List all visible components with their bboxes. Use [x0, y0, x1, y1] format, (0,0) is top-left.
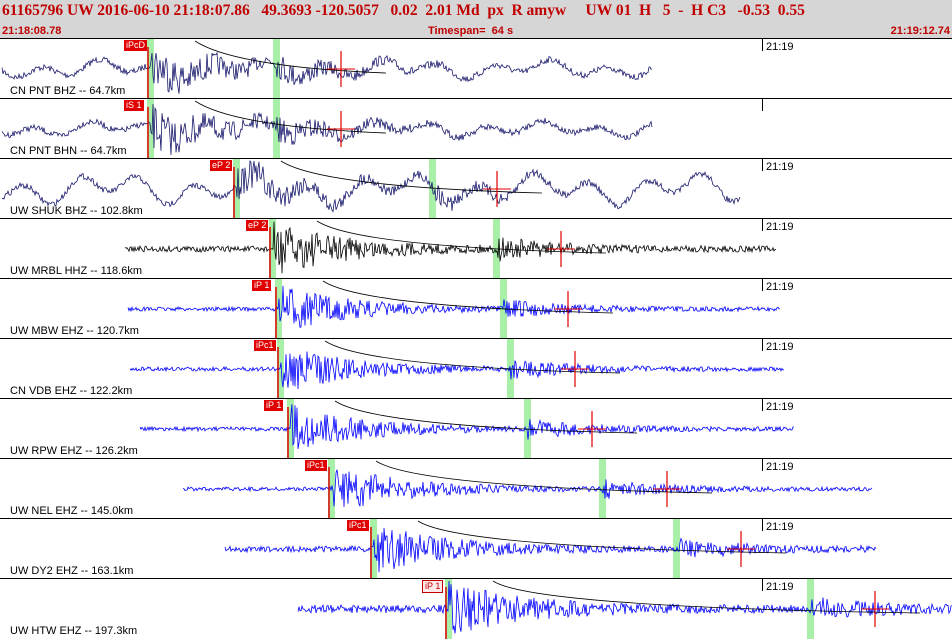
coda-decay-curve — [194, 40, 387, 74]
minute-label: 21:19 — [766, 521, 794, 533]
phase-window-marker[interactable] — [370, 519, 377, 579]
seismogram-waveform — [1, 51, 652, 94]
phase-pick-label[interactable]: iS 1 — [124, 100, 144, 111]
coda-decay-curve — [194, 100, 387, 134]
phase-window-marker[interactable] — [599, 459, 606, 519]
trace-panel[interactable]: 21:19 iP 1 UW MBW EHZ -- 120.7km — [0, 278, 952, 339]
seismogram-waveform — [139, 404, 795, 449]
waveform-plot[interactable] — [0, 159, 952, 219]
waveform-plot[interactable] — [0, 279, 952, 339]
window-start-time: 21:18:08.78 — [2, 25, 62, 37]
phase-window-marker[interactable] — [275, 279, 282, 339]
event-summary-title: 61165796 UW 2016-06-10 21:18:07.86 49.36… — [2, 2, 805, 19]
seismogram-waveform — [127, 285, 780, 328]
station-channel-label: CN PNT BHZ -- 64.7km — [10, 85, 126, 97]
minute-tick — [762, 99, 763, 111]
coda-decay-curve — [375, 460, 713, 494]
coda-decay-curve — [322, 280, 614, 314]
trace-panel[interactable]: 21:19 iPcD CN PNT BHZ -- 64.7km — [0, 38, 952, 99]
event-header: 61165796 UW 2016-06-10 21:18:07.86 49.36… — [0, 0, 952, 38]
waveform-plot[interactable] — [0, 39, 952, 99]
minute-label: 21:19 — [766, 581, 794, 593]
phase-window-marker[interactable] — [445, 579, 452, 639]
phase-pick-label[interactable]: eP 2 — [246, 220, 269, 231]
trace-panel[interactable]: 21:19 iP 1 UW RPW EHZ -- 126.2km — [0, 398, 952, 459]
minute-tick — [762, 519, 763, 531]
coda-decay-curve — [316, 220, 607, 254]
waveform-plot[interactable] — [0, 459, 952, 519]
seismogram-waveform — [224, 527, 877, 573]
phase-window-marker[interactable] — [287, 399, 294, 459]
station-channel-label: UW DY2 EHZ -- 163.1km — [10, 565, 134, 577]
phase-window-marker[interactable] — [277, 339, 284, 399]
trace-panel[interactable]: 21:19 iPc1 UW DY2 EHZ -- 163.1km — [0, 518, 952, 579]
trace-panel[interactable]: 21:19 iPc1 UW NEL EHZ -- 145.0km — [0, 458, 952, 519]
minute-tick — [762, 579, 763, 591]
minute-tick — [762, 39, 763, 51]
minute-label: 21:19 — [766, 401, 794, 413]
waveform-plot[interactable] — [0, 339, 952, 399]
coda-decay-curve — [417, 520, 787, 554]
trace-panel[interactable]: 21:19 iPc1 CN VDB EHZ -- 122.2km — [0, 338, 952, 399]
minute-tick — [762, 459, 763, 471]
minute-label: 21:19 — [766, 461, 794, 473]
minute-tick — [762, 159, 763, 171]
station-channel-label: UW MRBL HHZ -- 118.6km — [10, 265, 143, 277]
seismogram-waveform — [1, 159, 741, 213]
seismogram-waveform — [124, 221, 777, 274]
phase-pick-label[interactable]: iP 1 — [264, 400, 284, 411]
seismogram-waveform — [1, 104, 653, 155]
coda-decay-curve — [334, 400, 638, 434]
waveform-plot[interactable] — [0, 219, 952, 279]
trace-panel[interactable]: iS 1 CN PNT BHN -- 64.7km — [0, 98, 952, 159]
waveform-plot[interactable] — [0, 99, 952, 159]
phase-window-marker[interactable] — [147, 39, 154, 99]
phase-window-marker[interactable] — [807, 579, 814, 639]
trace-panel[interactable]: 21:19 eP 2 UW MRBL HHZ -- 118.6km — [0, 218, 952, 279]
coda-decay-curve — [324, 340, 621, 374]
waveform-plot[interactable] — [0, 579, 952, 639]
seismogram-trace-list[interactable]: 21:19 iPcD CN PNT BHZ -- 64.7km iS 1 CN PNT … — [0, 38, 952, 640]
minute-label: 21:19 — [766, 341, 794, 353]
phase-pick-label[interactable]: iP 1 — [422, 580, 444, 593]
minute-label: 21:19 — [766, 41, 794, 53]
station-channel-label: UW MBW EHZ -- 120.7km — [10, 325, 139, 337]
minute-tick — [762, 279, 763, 291]
seismogram-waveform — [129, 351, 784, 390]
minute-label: 21:19 — [766, 161, 794, 173]
window-end-time: 21:19:12.74 — [890, 25, 950, 37]
minute-tick — [762, 339, 763, 351]
trace-panel[interactable]: 21:19 eP 2 UW SHUK BHZ -- 102.8km — [0, 158, 952, 219]
minute-label: 21:19 — [766, 281, 794, 293]
station-channel-label: UW RPW EHZ -- 126.2km — [10, 445, 138, 457]
phase-pick-label[interactable]: iP 1 — [252, 280, 272, 291]
phase-pick-label[interactable]: iPc1 — [254, 340, 276, 351]
minute-tick — [762, 219, 763, 231]
coda-decay-curve — [492, 580, 921, 614]
seismogram-waveform — [297, 580, 952, 634]
seismogram-waveform — [182, 469, 873, 508]
station-channel-label: CN VDB EHZ -- 122.2km — [10, 385, 133, 397]
station-channel-label: UW NEL EHZ -- 145.0km — [10, 505, 134, 517]
waveform-plot[interactable] — [0, 519, 952, 579]
minute-tick — [762, 399, 763, 411]
waveform-plot[interactable] — [0, 399, 952, 459]
phase-pick-label[interactable]: iPcD — [124, 40, 148, 51]
station-channel-label: CN PNT BHN -- 64.7km — [10, 145, 127, 157]
phase-pick-label[interactable]: eP 2 — [210, 160, 233, 171]
timespan-readout: Timespan= 64 s — [428, 25, 514, 37]
trace-panel[interactable]: 21:19 iP 1 UW HTW EHZ -- 197.3km — [0, 578, 952, 639]
phase-pick-label[interactable]: iPc1 — [305, 460, 327, 471]
minute-label: 21:19 — [766, 221, 794, 233]
station-channel-label: UW SHUK BHZ -- 102.8km — [10, 205, 143, 217]
phase-pick-label[interactable]: iPc1 — [347, 520, 369, 531]
station-channel-label: UW HTW EHZ -- 197.3km — [10, 625, 138, 637]
coda-decay-curve — [280, 160, 543, 194]
